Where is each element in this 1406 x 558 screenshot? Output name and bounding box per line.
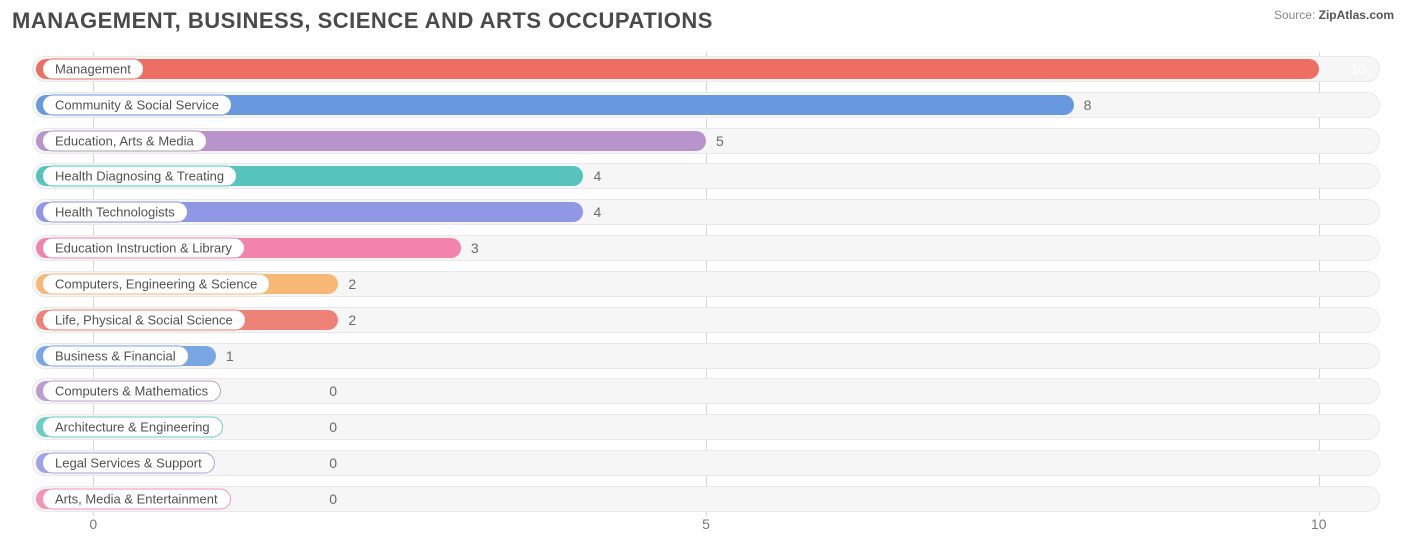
x-axis-labels: 0 5 10 (32, 516, 1380, 538)
bar-track (32, 343, 1380, 369)
bar-category-label: Health Technologists (42, 202, 188, 223)
bar-value-label: 2 (348, 276, 356, 292)
bar-category-label: Business & Financial (42, 345, 189, 366)
bar-row: 1 Business & Financial (32, 341, 1380, 371)
bar-category-label: Health Diagnosing & Treating (42, 166, 237, 187)
bar-category-label: Architecture & Engineering (42, 417, 223, 438)
bar-track (32, 486, 1380, 512)
bar-category-label: Community & Social Service (42, 94, 232, 115)
chart-header: MANAGEMENT, BUSINESS, SCIENCE AND ARTS O… (12, 8, 1394, 34)
x-axis-tick-label: 10 (1311, 516, 1327, 532)
bar-value-label: 2 (348, 312, 356, 328)
bar-value-label: 1 (226, 348, 234, 364)
bar-fill (36, 59, 1319, 79)
bar-row: 0 Architecture & Engineering (32, 412, 1380, 442)
bar-value-label: 5 (716, 133, 724, 149)
bar-value-label: 0 (329, 383, 337, 399)
bar-category-label: Education, Arts & Media (42, 130, 207, 151)
bar-value-label: 8 (1084, 97, 1092, 113)
chart-area: 10Management8Community & Social Service5… (12, 52, 1394, 538)
bar-track (32, 378, 1380, 404)
bar-row: 2 Life, Physical & Social Science (32, 305, 1380, 335)
bars-container: 10Management8Community & Social Service5… (32, 52, 1380, 516)
bar-row: 0 Legal Services & Support (32, 448, 1380, 478)
bar-track (32, 450, 1380, 476)
bar-row: 10 Management (32, 54, 1380, 84)
source-name: ZipAtlas.com (1319, 8, 1394, 22)
bar-track (32, 414, 1380, 440)
bar-value-label: 0 (329, 491, 337, 507)
x-axis-tick-label: 0 (89, 516, 97, 532)
bar-category-label: Computers, Engineering & Science (42, 273, 270, 294)
bar-row: 3 Education Instruction & Library (32, 233, 1380, 263)
bar-row: 5 Education, Arts & Media (32, 126, 1380, 156)
bar-row: 4 Health Diagnosing & Treating (32, 161, 1380, 191)
bar-value-label: 4 (593, 168, 601, 184)
bar-value-label: 10 (1350, 61, 1366, 77)
bar-category-label: Legal Services & Support (42, 453, 215, 474)
bar-category-label: Arts, Media & Entertainment (42, 488, 231, 509)
bar-row: 4 Health Technologists (32, 197, 1380, 227)
chart-plot: 10Management8Community & Social Service5… (32, 52, 1380, 516)
chart-source: Source: ZipAtlas.com (1274, 8, 1394, 22)
chart-title: MANAGEMENT, BUSINESS, SCIENCE AND ARTS O… (12, 8, 713, 34)
bar-category-label: Computers & Mathematics (42, 381, 221, 402)
source-prefix: Source: (1274, 8, 1319, 22)
bar-category-label: Education Instruction & Library (42, 238, 245, 259)
x-axis-tick-label: 5 (702, 516, 710, 532)
bar-value-label: 0 (329, 419, 337, 435)
bar-value-label: 0 (329, 455, 337, 471)
bar-row: 0 Computers & Mathematics (32, 376, 1380, 406)
bar-row: 8 Community & Social Service (32, 90, 1380, 120)
bar-row: 2 Computers, Engineering & Science (32, 269, 1380, 299)
bar-value-label: 4 (593, 204, 601, 220)
bar-value-label: 3 (471, 240, 479, 256)
bar-category-label: Management (42, 59, 144, 80)
bar-row: 0 Arts, Media & Entertainment (32, 484, 1380, 514)
bar-category-label: Life, Physical & Social Science (42, 309, 246, 330)
